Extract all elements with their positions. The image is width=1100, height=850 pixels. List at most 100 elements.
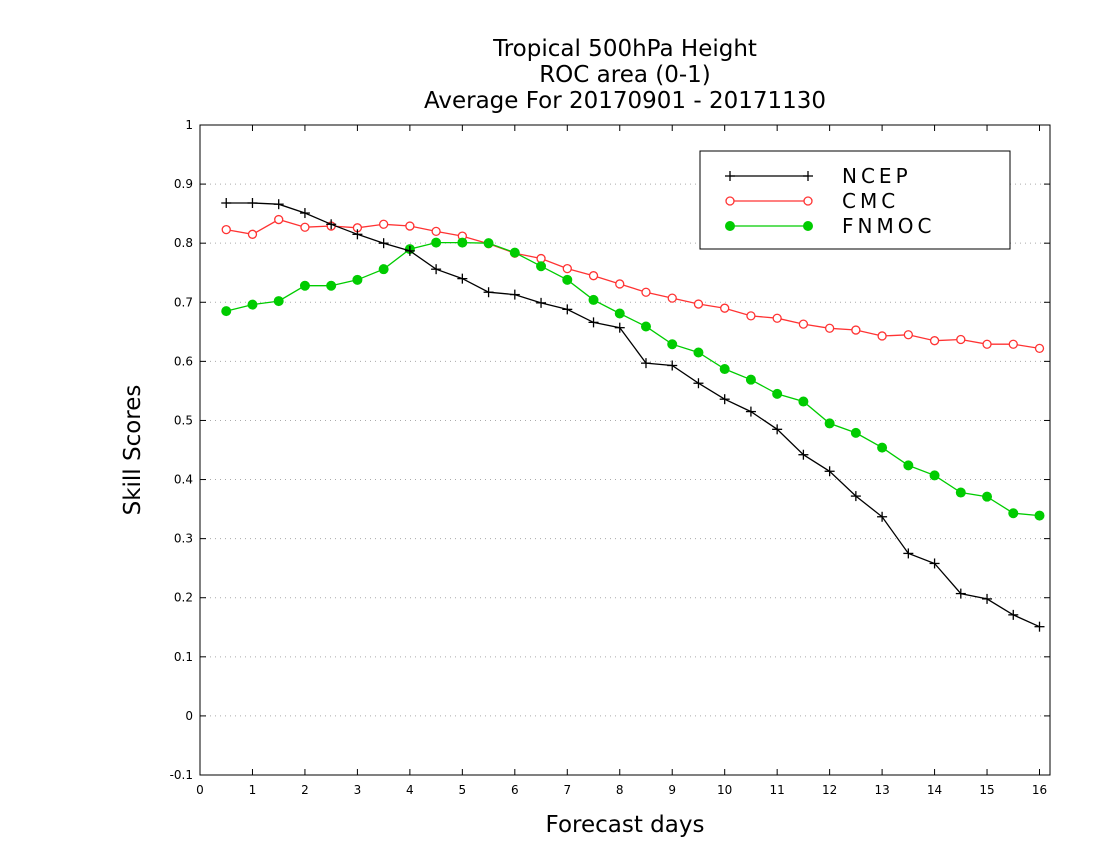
cmc-point-marker	[824, 323, 835, 333]
ncep-point-marker	[273, 199, 284, 210]
fnmoc-point-marker	[352, 274, 363, 285]
cmc-point-marker	[300, 222, 310, 232]
fnmoc-point-marker	[431, 237, 442, 248]
fnmoc-point-marker	[667, 339, 678, 350]
fnmoc-point-marker	[378, 264, 389, 275]
legend-marker	[725, 196, 735, 206]
x-tick-label: 4	[406, 783, 414, 797]
cmc-point-marker	[274, 214, 284, 225]
fnmoc-point-marker	[693, 347, 704, 358]
legend-label-ncep: NCEP	[842, 164, 912, 188]
cmc-point-marker	[431, 226, 441, 237]
cmc-point-marker	[615, 279, 625, 289]
y-tick-label: 0.5	[174, 413, 193, 427]
x-tick-label: 6	[511, 783, 519, 797]
ncep-point-marker	[903, 548, 914, 559]
y-tick-label: 1	[185, 118, 193, 132]
ncep-point-marker	[1008, 609, 1019, 620]
cmc-point-marker	[772, 313, 782, 323]
cmc-point-marker	[1034, 343, 1045, 354]
y-tick-label: 0.8	[174, 236, 193, 250]
cmc-point-marker	[929, 336, 940, 346]
cmc-point-marker	[746, 311, 756, 321]
ncep-point-marker	[745, 406, 756, 417]
ncep-point-marker	[877, 511, 888, 522]
fnmoc-line	[226, 241, 1040, 517]
ncep-point-marker	[562, 304, 573, 315]
x-tick-label: 7	[563, 783, 571, 797]
fnmoc-point-marker	[562, 274, 573, 285]
x-tick-label: 13	[874, 783, 889, 797]
ncep-point-marker	[221, 198, 232, 208]
ncep-point-marker	[824, 466, 835, 477]
legend-entry-ncep: NCEP	[725, 164, 912, 188]
x-tick-label: 8	[616, 783, 624, 797]
fnmoc-point-marker	[299, 280, 310, 291]
x-tick-label: 0	[196, 783, 204, 797]
fnmoc-point-marker	[850, 427, 861, 438]
fnmoc-point-marker	[719, 364, 730, 375]
ncep-point-marker	[719, 394, 730, 405]
cmc-point-marker	[641, 287, 651, 297]
x-tick-label: 11	[770, 783, 785, 797]
grid-lines	[200, 183, 1050, 717]
ncep-point-marker	[850, 491, 861, 502]
ncep-point-marker	[588, 317, 599, 328]
cmc-point-marker	[667, 293, 677, 303]
cmc-point-marker	[221, 224, 231, 235]
fnmoc-point-marker	[221, 306, 232, 317]
x-tick-label: 1	[249, 783, 257, 797]
ncep-point-marker	[798, 449, 809, 460]
axis-ticks: -0.100.10.20.30.40.50.60.70.80.910 1 2 3 4 5 6…	[170, 118, 1050, 797]
ncep-point-marker	[247, 198, 258, 208]
cmc-point-marker	[588, 271, 599, 281]
ncep-line	[226, 202, 1040, 628]
ncep-point-marker	[404, 245, 415, 256]
fnmoc-point-marker	[772, 388, 783, 399]
legend-marker	[725, 171, 735, 181]
fnmoc-point-marker	[877, 442, 888, 453]
fnmoc-point-marker	[483, 238, 494, 249]
fnmoc-point-marker	[640, 321, 651, 332]
ncep-point-marker	[326, 219, 337, 230]
y-tick-label: 0.2	[174, 591, 193, 605]
cmc-point-marker	[378, 219, 389, 229]
x-tick-label: 2	[301, 783, 309, 797]
x-axis-title: Forecast days	[546, 812, 705, 838]
fnmoc-point-marker	[614, 308, 625, 319]
cmc-point-marker	[405, 221, 415, 231]
y-tick-label: -0.1	[170, 768, 193, 782]
legend-entry-cmc: CMC	[725, 189, 895, 213]
ncep-point-marker	[457, 273, 468, 284]
fnmoc-series	[221, 237, 1045, 521]
cmc-point-marker	[562, 263, 572, 274]
cmc-point-marker	[851, 325, 861, 335]
legend-marker	[803, 171, 813, 181]
cmc-point-marker	[720, 303, 730, 313]
ncep-point-marker	[299, 208, 310, 219]
x-tick-label: 12	[822, 783, 837, 797]
cmc-point-marker	[693, 299, 704, 309]
y-tick-label: 0.3	[174, 532, 193, 546]
cmc-point-marker	[877, 331, 887, 341]
cmc-point-marker	[956, 334, 966, 345]
cmc-point-marker	[798, 319, 809, 329]
cmc-point-marker	[903, 330, 913, 340]
x-tick-label: 16	[1032, 783, 1047, 797]
ncep-point-marker	[509, 289, 520, 300]
y-tick-label: 0	[185, 709, 193, 723]
legend-marker	[725, 221, 735, 231]
legend-label-fnmoc: FNMOC	[842, 214, 935, 238]
y-tick-label: 0.1	[174, 650, 193, 664]
fnmoc-point-marker	[273, 296, 284, 307]
x-tick-label: 5	[459, 783, 467, 797]
ncep-point-marker	[378, 238, 389, 249]
fnmoc-point-marker	[1034, 510, 1045, 521]
y-tick-label: 0.9	[174, 177, 193, 191]
y-tick-label: 0.7	[174, 295, 193, 309]
ncep-point-marker	[667, 360, 678, 371]
y-tick-label: 0.6	[174, 354, 193, 368]
ncep-point-marker	[955, 588, 966, 599]
